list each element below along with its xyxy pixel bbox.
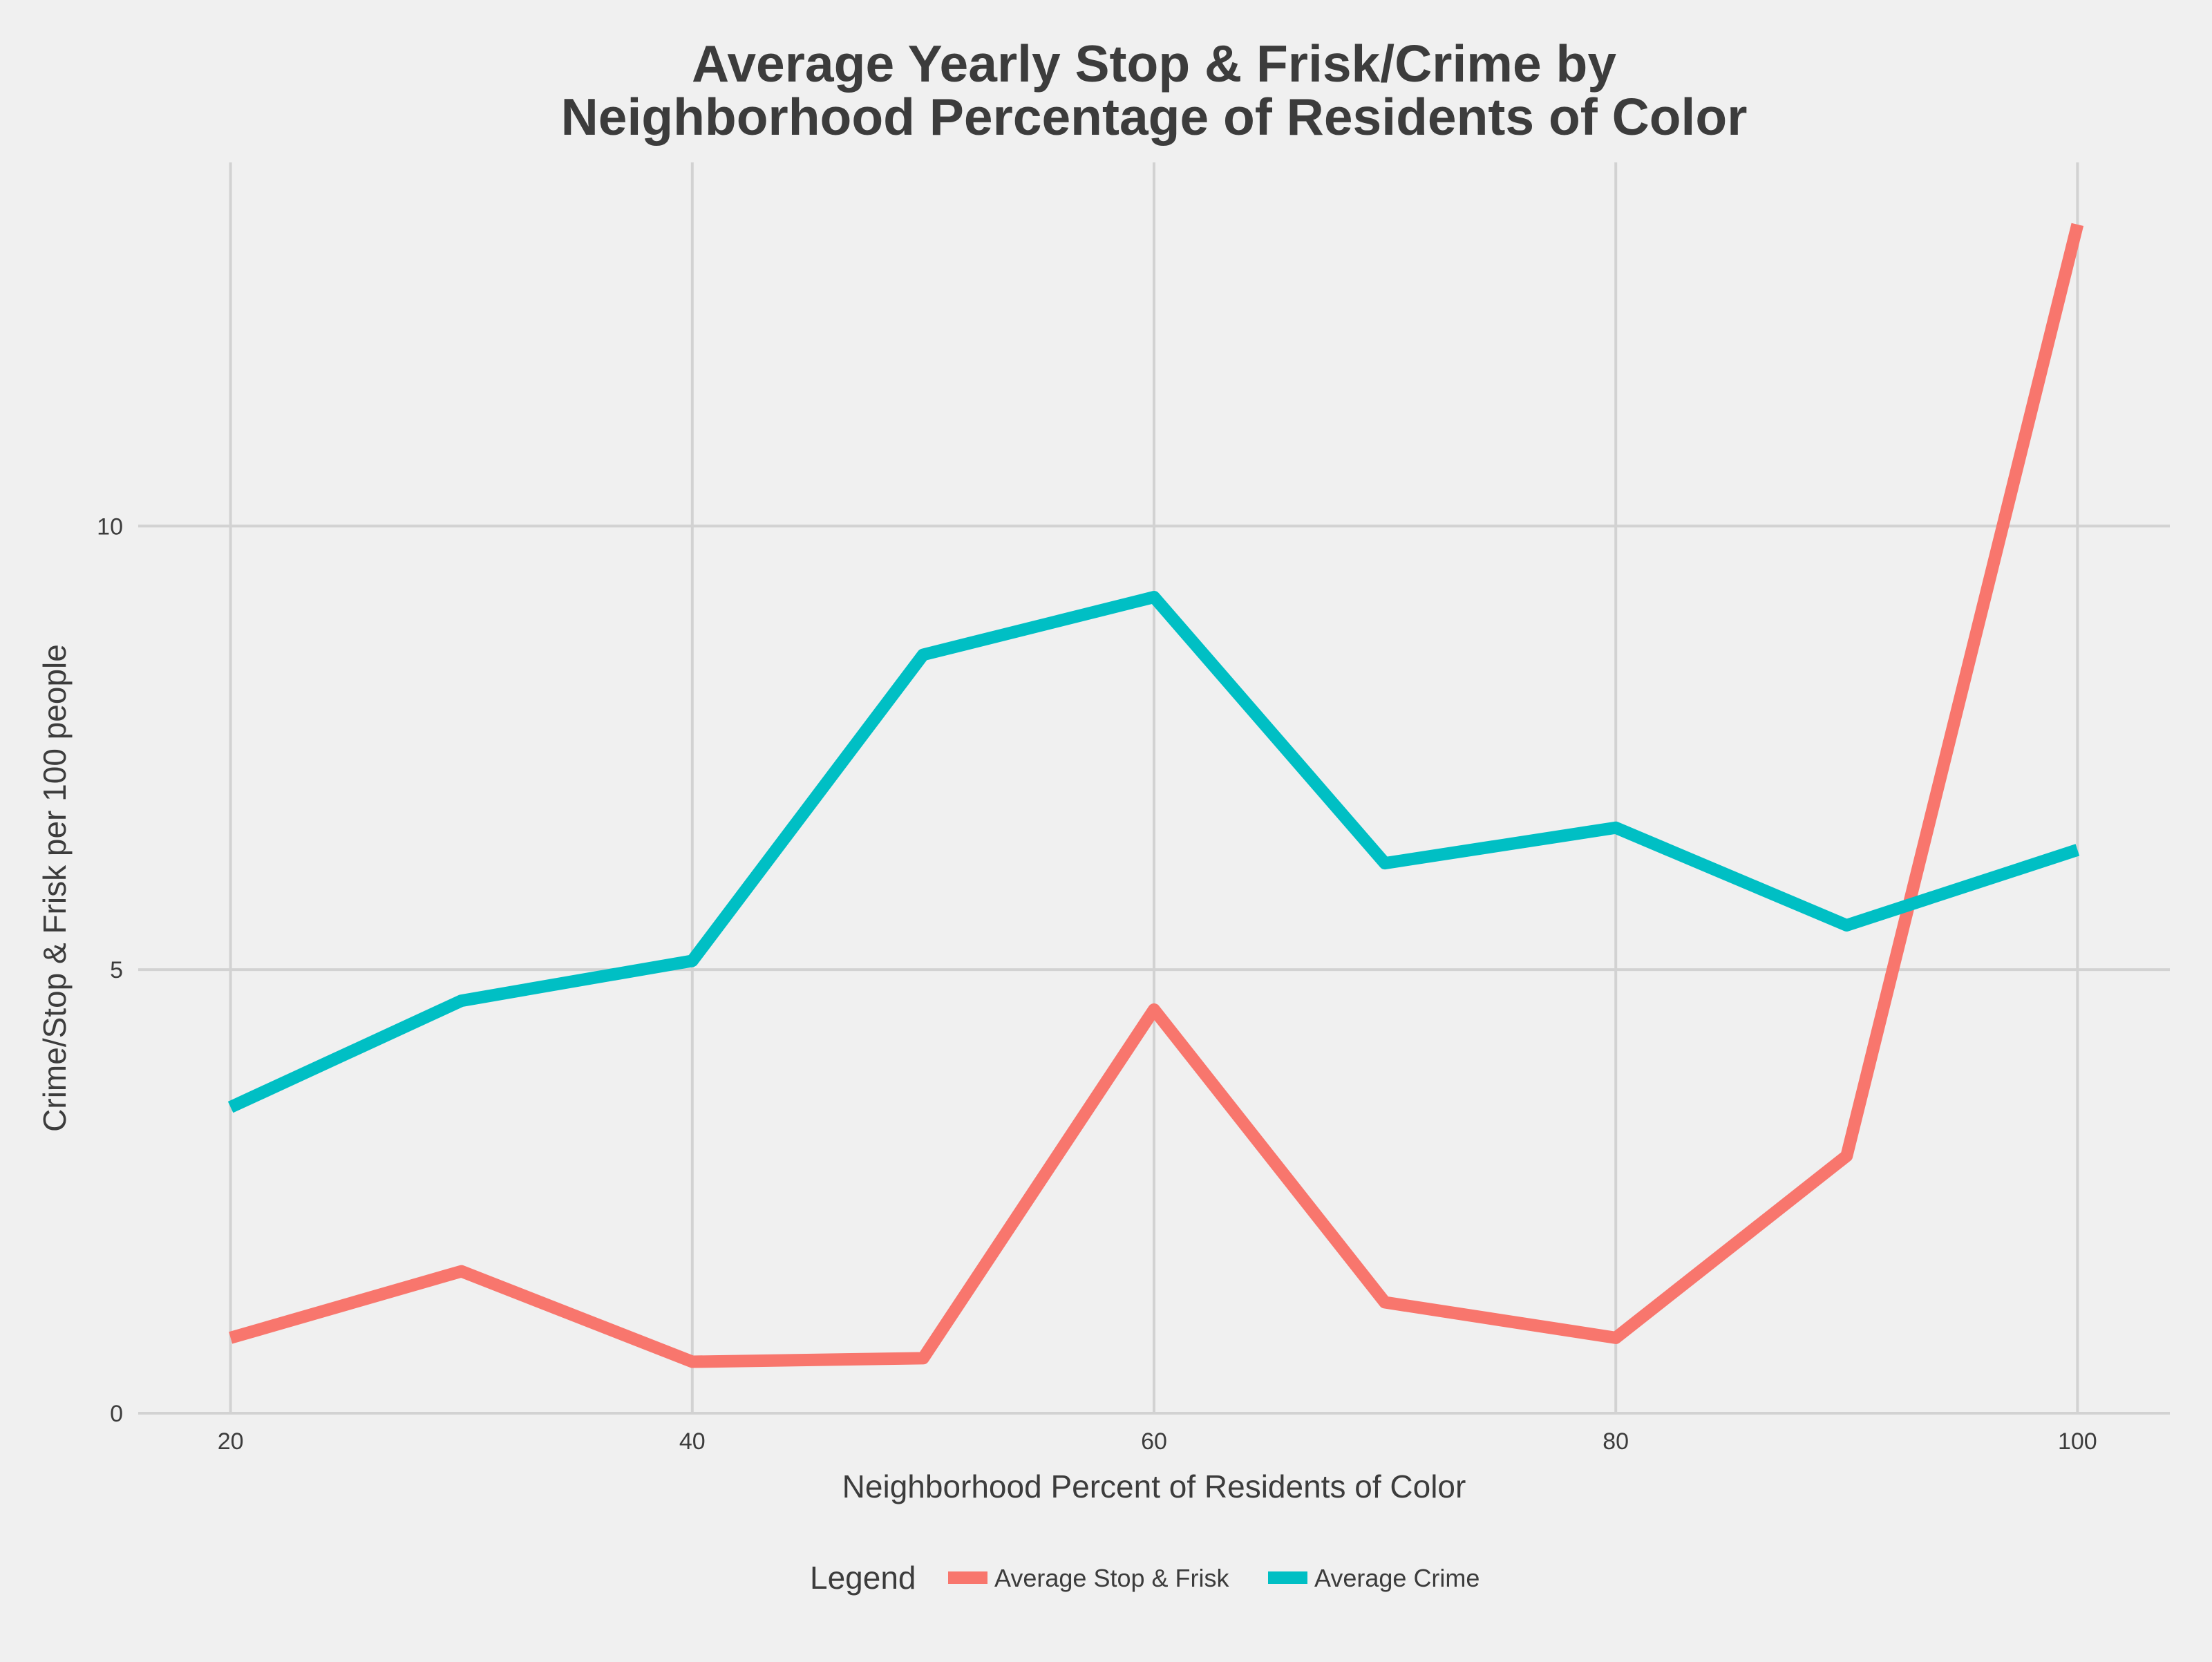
y-axis-title: Crime/Stop & Frisk per 100 people (37, 644, 73, 1132)
chart-title: Average Yearly Stop & Frisk/Crime by Nei… (561, 35, 1748, 146)
x-axis-title: Neighborhood Percent of Residents of Col… (842, 1469, 1466, 1504)
y-tick-label-0: 0 (110, 1401, 123, 1427)
y-tick-label-1: 5 (110, 957, 123, 983)
legend-label-1: Average Crime (1314, 1564, 1480, 1592)
x-tick-label-4: 100 (2058, 1428, 2097, 1455)
y-tick-label-2: 10 (97, 513, 123, 540)
legend-label-0: Average Stop & Frisk (994, 1564, 1229, 1592)
chart-title-line-2: Neighborhood Percentage of Residents of … (561, 88, 1748, 146)
x-tick-label-1: 40 (679, 1428, 706, 1455)
chart-title-line-1: Average Yearly Stop & Frisk/Crime by (692, 35, 1616, 93)
legend-title: Legend (810, 1560, 916, 1596)
x-tick-label-3: 80 (1603, 1428, 1629, 1455)
x-tick-label-2: 60 (1141, 1428, 1167, 1455)
legend: Legend Average Stop & Frisk Average Crime (810, 1560, 1480, 1596)
x-tick-label-0: 20 (218, 1428, 244, 1455)
